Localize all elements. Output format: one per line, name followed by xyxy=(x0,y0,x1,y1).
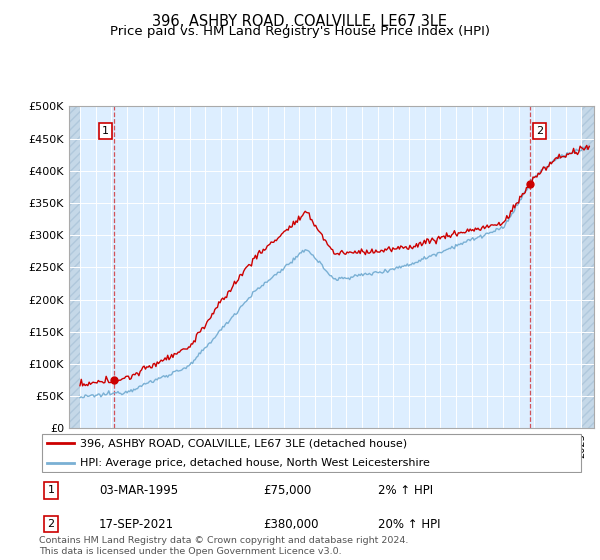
FancyBboxPatch shape xyxy=(42,434,581,472)
Text: HPI: Average price, detached house, North West Leicestershire: HPI: Average price, detached house, Nort… xyxy=(80,458,430,468)
Text: £75,000: £75,000 xyxy=(263,484,311,497)
Text: 1: 1 xyxy=(47,486,55,496)
Bar xyxy=(69,106,80,428)
Text: 20% ↑ HPI: 20% ↑ HPI xyxy=(377,518,440,531)
Text: 2% ↑ HPI: 2% ↑ HPI xyxy=(377,484,433,497)
Text: 396, ASHBY ROAD, COALVILLE, LE67 3LE: 396, ASHBY ROAD, COALVILLE, LE67 3LE xyxy=(152,14,448,29)
Text: £380,000: £380,000 xyxy=(263,518,319,531)
Text: 396, ASHBY ROAD, COALVILLE, LE67 3LE (detached house): 396, ASHBY ROAD, COALVILLE, LE67 3LE (de… xyxy=(80,438,407,449)
Text: Price paid vs. HM Land Registry's House Price Index (HPI): Price paid vs. HM Land Registry's House … xyxy=(110,25,490,38)
Text: 17-SEP-2021: 17-SEP-2021 xyxy=(99,518,174,531)
Text: 1: 1 xyxy=(102,126,109,136)
Bar xyxy=(581,106,594,428)
Text: 2: 2 xyxy=(536,126,543,136)
Text: 2: 2 xyxy=(47,519,55,529)
Text: Contains HM Land Registry data © Crown copyright and database right 2024.
This d: Contains HM Land Registry data © Crown c… xyxy=(39,536,409,556)
Text: 03-MAR-1995: 03-MAR-1995 xyxy=(99,484,178,497)
